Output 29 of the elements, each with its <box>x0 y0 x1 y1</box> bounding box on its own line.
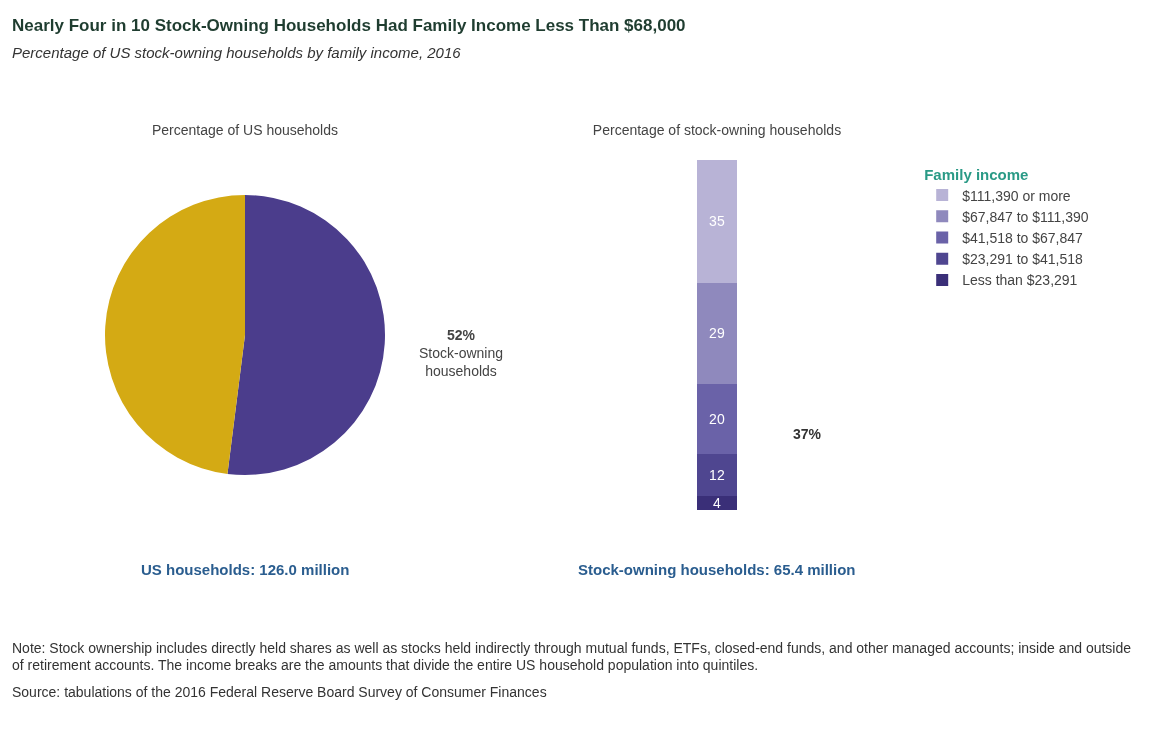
source-note: Source: tabulations of the 2016 Federal Reserve Board Survey of Consumer Finances <box>12 684 548 701</box>
chart-subtitle: Percentage of US stock-owning households by family income, 2016 <box>12 44 461 61</box>
data-label: 29 <box>709 325 725 342</box>
text: Note: Stock ownership includes directly held shares as well as stocks held indirectly through mutual funds, ETFs, closed-end funds, and other managed accounts; inside and outside of retirement accounts. The income breaks are the amounts that divide the entire US household population into quintiles. <box>12 640 1133 674</box>
pie-slice <box>227 195 385 475</box>
text: Percentage of US households <box>151 121 339 138</box>
legend-label: Less than $23,291 <box>962 272 1078 289</box>
chart-title: Nearly Four in 10 Stock-Owning Households Had Family Income Less Than $68,000 <box>12 16 686 36</box>
text: US households: 126.0 million <box>141 561 350 578</box>
bar <box>697 496 737 510</box>
bar <box>697 160 737 283</box>
legend-label: $67,847 to $111,390 <box>962 208 1089 225</box>
legend-label: $23,291 to $41,518 <box>962 251 1084 268</box>
slice-label: Stock-owning households <box>419 345 504 380</box>
legend-label: $41,518 to $67,847 <box>962 229 1084 246</box>
bar <box>697 384 737 454</box>
text: 37% <box>793 426 822 442</box>
bar <box>697 282 737 384</box>
legend-label: $111,390 or more <box>962 187 1071 204</box>
data-label: 35 <box>709 213 725 230</box>
bar <box>697 454 737 496</box>
data-label: 20 <box>709 411 725 427</box>
data-label: 4 <box>713 495 721 511</box>
chart-title: Percentage of stock-owning households <box>592 121 842 138</box>
pie-slice <box>105 195 245 474</box>
data-label: 52% <box>447 327 476 343</box>
text: Stock-owning households: 65.4 million <box>578 561 856 578</box>
data-label: 12 <box>709 467 725 483</box>
legend-title: Family income <box>924 165 1029 183</box>
